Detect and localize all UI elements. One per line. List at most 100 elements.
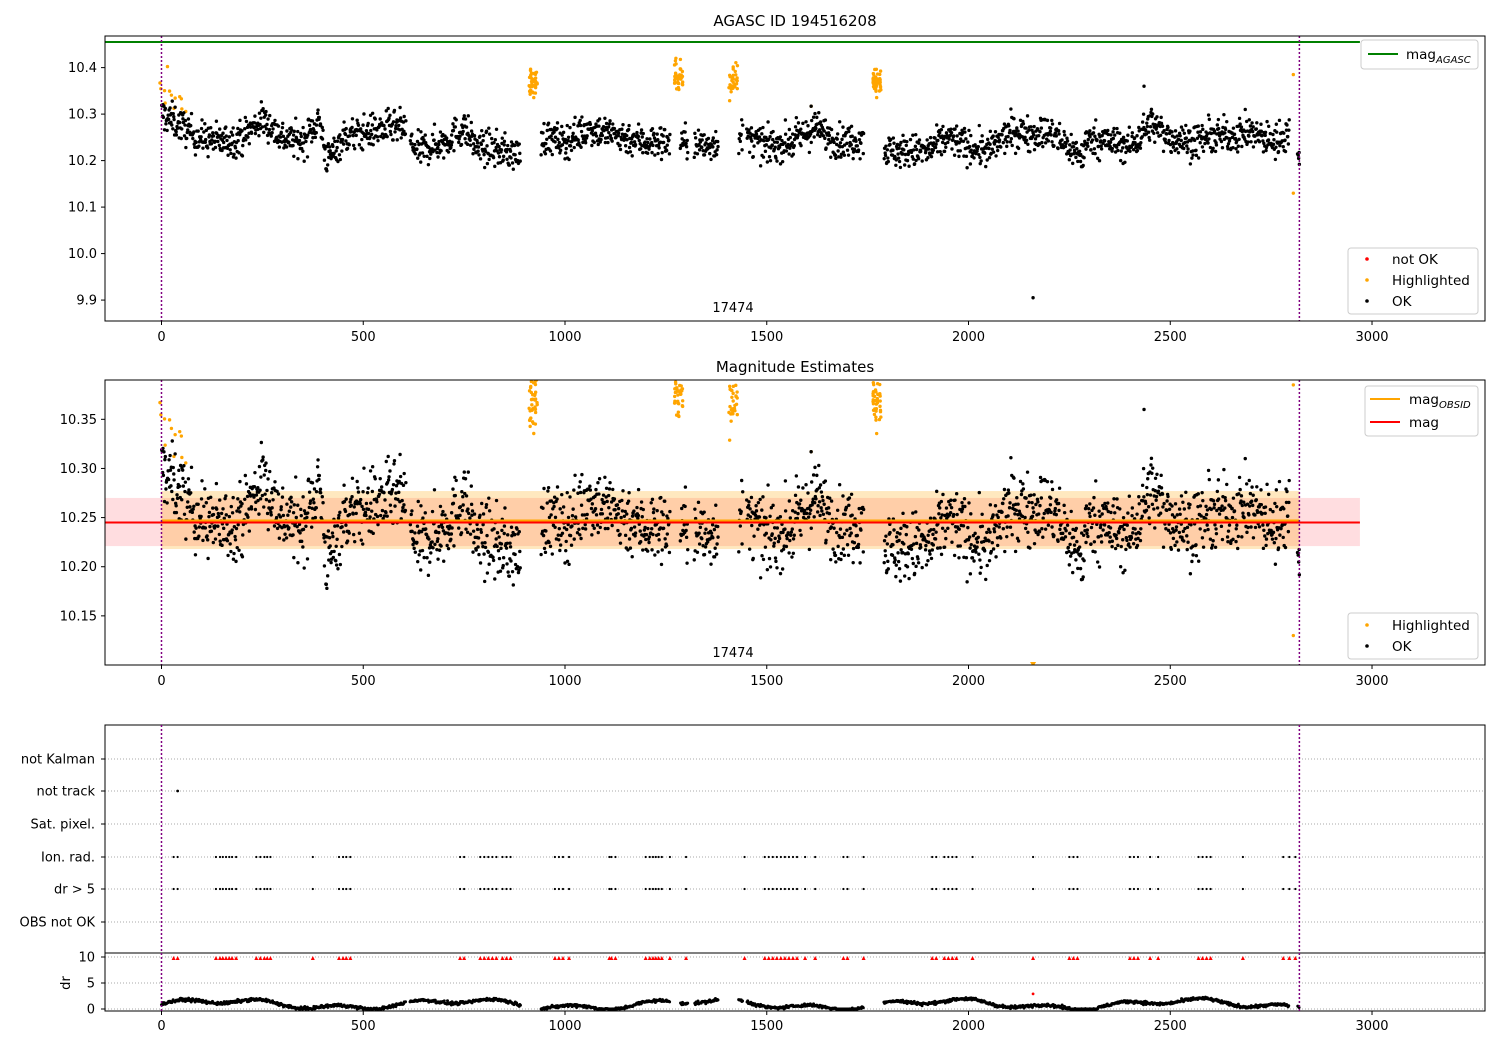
ok-point: [236, 497, 240, 501]
ok-point: [1179, 138, 1183, 143]
ok-point: [1099, 523, 1103, 527]
ok-point: [706, 136, 711, 141]
ok-point: [449, 537, 453, 542]
ok-point: [833, 153, 838, 157]
ok-point: [1002, 497, 1006, 501]
ok-point: [1066, 545, 1070, 550]
ok-point: [373, 477, 377, 481]
ok-point: [708, 151, 712, 156]
ok-point: [430, 132, 435, 137]
ok-point: [361, 123, 365, 127]
ok-point: [1281, 535, 1285, 540]
ok-point: [591, 523, 595, 528]
ok-point: [814, 497, 818, 501]
ok-point: [926, 533, 930, 537]
ok-point: [979, 159, 983, 163]
ok-point: [928, 552, 932, 556]
ok-point: [1239, 499, 1243, 503]
ok-point: [388, 469, 392, 473]
ok-point: [1135, 543, 1140, 548]
dr-gt-5-flag: [221, 887, 224, 891]
ok-point: [320, 125, 324, 130]
ok-point: [452, 149, 456, 153]
highlighted-point: [873, 75, 878, 79]
ok-point: [487, 509, 492, 513]
ok-point: [1079, 531, 1084, 535]
ok-point: [539, 153, 543, 157]
ok-point: [451, 501, 456, 506]
ok-point: [977, 552, 981, 556]
ok-point: [637, 138, 641, 143]
ok-point: [648, 137, 652, 141]
ok-point: [1159, 473, 1163, 478]
ok-point: [175, 496, 180, 501]
ok-point: [987, 527, 991, 532]
highlighted-point: [680, 387, 685, 391]
ok-point: [475, 141, 480, 145]
legend2-highlighted-label: Highlighted: [1392, 618, 1470, 634]
ok-point: [692, 155, 696, 160]
ok-point: [902, 148, 906, 152]
ok-point: [901, 152, 905, 156]
ok-point: [505, 157, 509, 161]
ok-point: [480, 128, 484, 133]
panel2-obsid-label: 17474: [712, 646, 753, 661]
ok-point: [497, 556, 502, 561]
ok-point: [556, 137, 560, 142]
ok-point: [1200, 145, 1205, 149]
ok-point: [807, 547, 812, 552]
ok-point: [1277, 479, 1282, 484]
ok-point: [458, 513, 462, 518]
ok-point: [819, 506, 823, 510]
highlighted-point: [528, 92, 532, 96]
ok-point: [1220, 146, 1225, 150]
ok-point: [941, 137, 946, 141]
x-tick-label: 2000: [952, 330, 985, 345]
ok-point: [1144, 508, 1149, 513]
ok-point: [572, 537, 576, 541]
ok-point: [1082, 156, 1086, 160]
ok-point: [289, 495, 293, 500]
highlighted-point: [527, 83, 531, 88]
ok-point: [546, 121, 551, 125]
highlighted-point: [1291, 633, 1296, 638]
ok-point: [268, 113, 272, 118]
ok-point: [337, 153, 342, 157]
ok-point: [286, 513, 290, 517]
ok-point: [813, 465, 817, 470]
ok-point: [338, 157, 343, 162]
ok-point: [756, 500, 761, 505]
dr-gt-5-flag: [266, 887, 269, 891]
ion-rad-flag: [259, 855, 262, 859]
ok-point: [508, 149, 513, 153]
ok-point: [1038, 475, 1043, 480]
ok-point: [568, 144, 573, 148]
ok-point: [493, 164, 497, 169]
ok-point: [644, 537, 648, 542]
highlighted-point: [731, 399, 735, 403]
ok-point: [750, 523, 754, 528]
ok-point: [577, 141, 581, 145]
ok-point: [1088, 135, 1092, 139]
ok-point: [839, 551, 844, 556]
ok-point: [774, 156, 778, 160]
ok-point: [197, 144, 201, 148]
ok-point: [278, 515, 283, 519]
ok-point: [1235, 546, 1240, 551]
ok-point: [260, 493, 265, 498]
ok-point: [795, 516, 800, 521]
ok-point: [419, 529, 424, 534]
ok-point: [269, 513, 273, 517]
ok-point: [280, 495, 285, 499]
ok-point: [208, 524, 212, 529]
ok-point: [278, 135, 283, 139]
ok-point: [553, 515, 558, 520]
ok-point: [211, 131, 215, 135]
ok-point: [486, 550, 491, 555]
ok-point: [1216, 126, 1221, 131]
ok-point: [451, 128, 456, 133]
ok-point: [763, 149, 768, 154]
ok-point: [173, 452, 177, 456]
ok-point: [1015, 126, 1019, 130]
ok-point: [566, 515, 571, 520]
